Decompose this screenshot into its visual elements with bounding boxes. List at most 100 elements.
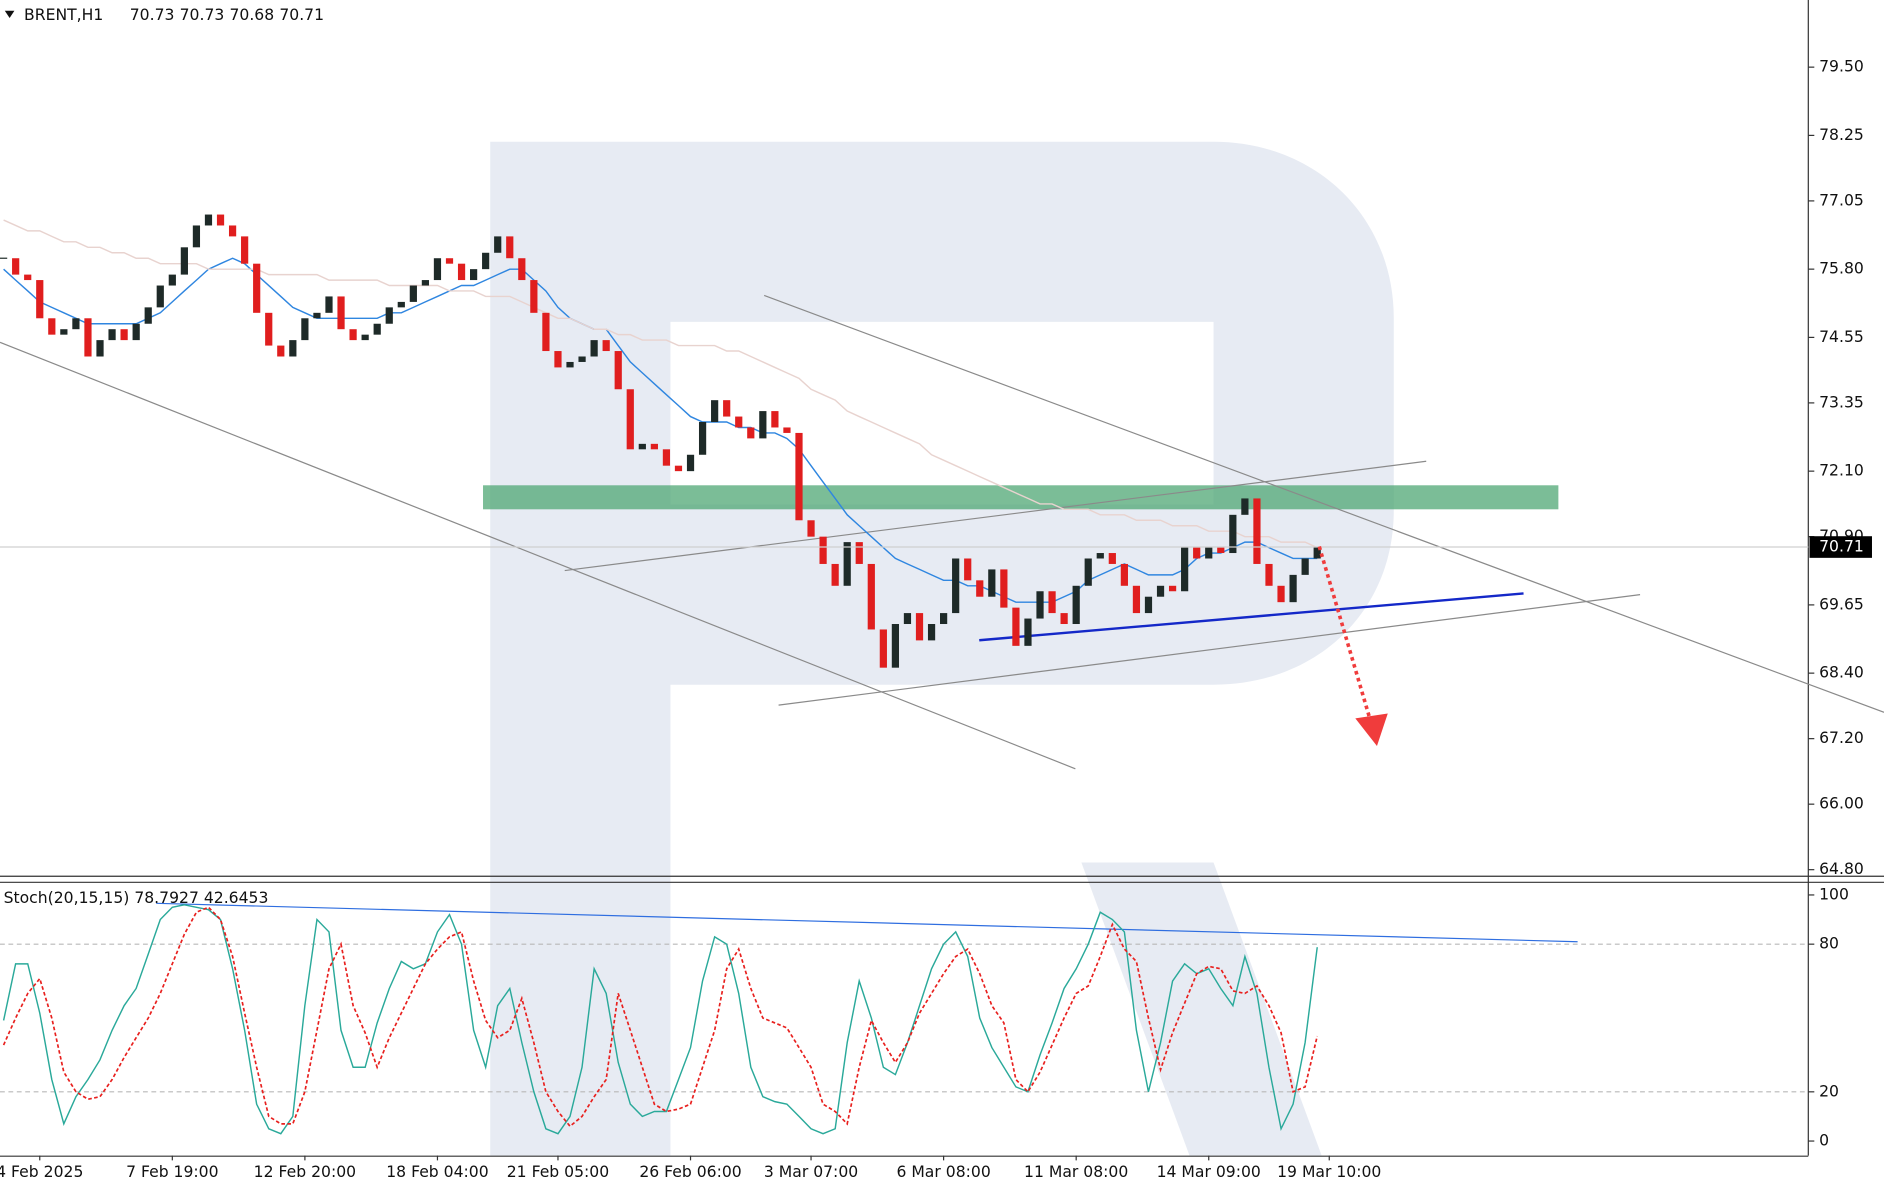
candle bbox=[1084, 558, 1092, 586]
candle bbox=[1181, 547, 1189, 592]
candle bbox=[12, 258, 20, 275]
candle bbox=[578, 356, 586, 362]
last-price-label: 70.71 bbox=[1819, 538, 1864, 556]
candle bbox=[711, 400, 719, 423]
candle bbox=[1096, 553, 1104, 559]
candle bbox=[1000, 569, 1008, 608]
candle bbox=[433, 258, 442, 281]
candle bbox=[771, 411, 779, 428]
candle bbox=[662, 449, 671, 466]
candle bbox=[337, 296, 345, 330]
x-tick-label: 4 Feb 2025 bbox=[0, 1163, 83, 1181]
candle bbox=[1108, 553, 1116, 564]
candle bbox=[96, 340, 104, 357]
candle bbox=[48, 318, 56, 335]
ohlc-value: 70.73 bbox=[180, 6, 225, 24]
candle bbox=[373, 323, 381, 335]
candle bbox=[927, 624, 936, 641]
candle bbox=[24, 274, 32, 281]
candle bbox=[445, 258, 454, 264]
candle bbox=[976, 580, 984, 597]
forecast-path bbox=[1317, 546, 1372, 719]
candle bbox=[698, 422, 707, 455]
candle bbox=[0, 257, 8, 259]
candle bbox=[36, 280, 44, 319]
candle bbox=[1168, 585, 1177, 592]
candle bbox=[807, 520, 815, 537]
candle bbox=[72, 318, 80, 330]
candle bbox=[156, 285, 164, 308]
y-tick-label: 67.20 bbox=[1819, 729, 1864, 747]
candle bbox=[638, 443, 646, 450]
candle bbox=[1217, 547, 1225, 554]
candle bbox=[144, 307, 152, 324]
candle bbox=[1193, 547, 1201, 559]
trend-line bbox=[564, 460, 1427, 572]
candle bbox=[361, 334, 369, 341]
trend-line bbox=[778, 594, 1641, 706]
candle bbox=[747, 427, 755, 439]
candle bbox=[301, 318, 309, 341]
candle bbox=[566, 361, 574, 368]
candle bbox=[602, 340, 610, 352]
ohlc-value: 70.73 bbox=[130, 6, 175, 24]
candle bbox=[1229, 514, 1237, 554]
y-tick-label: 0 bbox=[1819, 1132, 1829, 1150]
ohlc-value: 70.68 bbox=[229, 6, 274, 24]
candle bbox=[518, 258, 526, 281]
indicator-title: Stoch(20,15,15) 78.7927 42.6453 bbox=[4, 889, 269, 907]
candle bbox=[759, 411, 767, 439]
candle bbox=[180, 247, 188, 275]
y-tick-label: 68.40 bbox=[1819, 664, 1864, 682]
candle bbox=[385, 307, 393, 324]
candle bbox=[614, 351, 622, 390]
x-tick-label: 19 Mar 10:00 bbox=[1277, 1163, 1381, 1181]
candle bbox=[349, 329, 357, 341]
candle bbox=[84, 318, 92, 357]
candle bbox=[542, 312, 550, 352]
candle bbox=[530, 280, 538, 313]
candle bbox=[1265, 563, 1273, 586]
y-tick-label: 69.65 bbox=[1819, 595, 1864, 613]
candle bbox=[421, 280, 430, 286]
candle bbox=[1144, 596, 1153, 614]
candle bbox=[265, 312, 273, 346]
candle bbox=[470, 269, 478, 281]
collapse-icon bbox=[4, 10, 15, 19]
candle bbox=[1241, 498, 1249, 515]
oscillator-trend-line bbox=[156, 902, 1578, 943]
x-tick-label: 14 Mar 09:00 bbox=[1157, 1163, 1261, 1181]
y-tick-label: 73.35 bbox=[1819, 393, 1864, 411]
candle bbox=[1072, 585, 1080, 625]
candle bbox=[397, 301, 405, 308]
y-tick-label: 64.80 bbox=[1819, 860, 1864, 878]
candle bbox=[915, 613, 924, 641]
candle bbox=[940, 613, 948, 625]
y-tick-label: 77.05 bbox=[1819, 191, 1864, 209]
candle bbox=[1060, 613, 1068, 625]
candle bbox=[108, 329, 116, 341]
candle bbox=[952, 558, 960, 614]
candle bbox=[132, 323, 140, 341]
x-tick-label: 21 Feb 05:00 bbox=[507, 1163, 609, 1181]
y-tick-label: 75.80 bbox=[1819, 260, 1864, 278]
candle bbox=[253, 263, 261, 313]
y-tick-label: 66.00 bbox=[1819, 795, 1864, 813]
candle bbox=[674, 465, 683, 472]
x-tick-label: 6 Mar 08:00 bbox=[896, 1163, 990, 1181]
candle bbox=[831, 563, 839, 586]
candle bbox=[1036, 591, 1044, 619]
candle bbox=[1156, 585, 1165, 597]
candle bbox=[120, 329, 128, 341]
drawings bbox=[0, 294, 1884, 943]
candle bbox=[723, 400, 731, 417]
candle bbox=[843, 542, 851, 586]
candle bbox=[457, 263, 466, 281]
candle bbox=[686, 454, 695, 472]
line-series bbox=[3, 219, 1318, 549]
candle bbox=[879, 629, 887, 668]
candle bbox=[506, 236, 514, 259]
candle bbox=[216, 214, 225, 226]
